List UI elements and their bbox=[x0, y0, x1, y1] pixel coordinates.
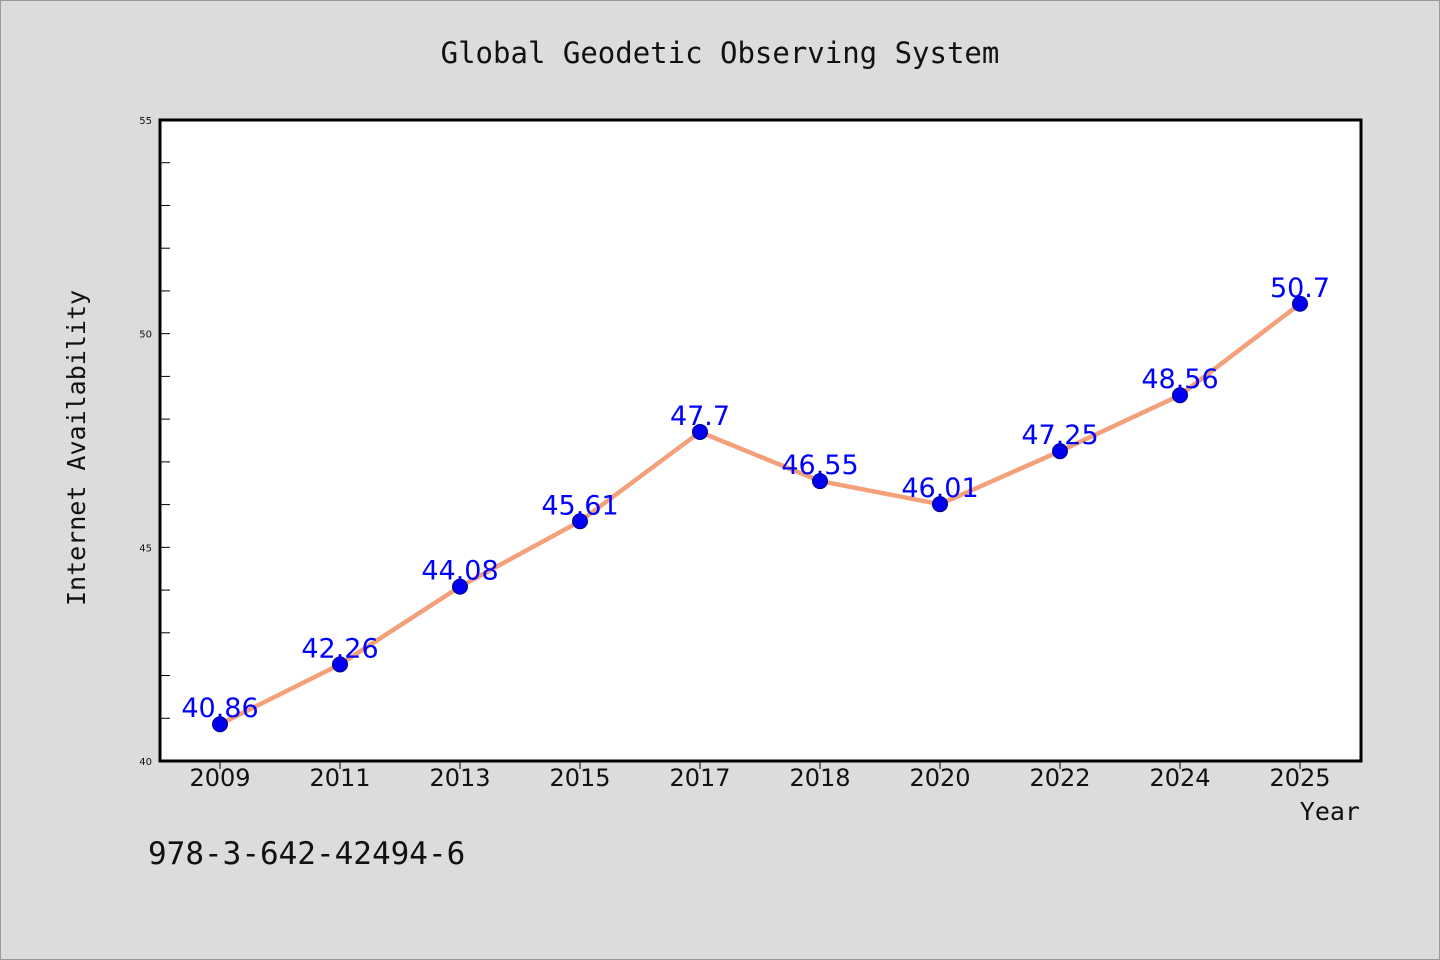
x-tick-label: 2018 bbox=[789, 764, 850, 792]
data-label: 46.55 bbox=[781, 450, 858, 481]
y-axis: 40 45 50 55 bbox=[139, 116, 170, 768]
data-label: 47.7 bbox=[670, 401, 730, 432]
data-label: 48.56 bbox=[1141, 364, 1218, 395]
data-point bbox=[692, 423, 708, 440]
data-labels: 40.86 42.26 44.08 45.61 47.7 46.55 46.01 47.25 4… bbox=[181, 273, 1330, 724]
y-tick-label: 40 bbox=[139, 757, 152, 768]
x-tick-label: 2025 bbox=[1269, 764, 1330, 792]
data-label: 44.08 bbox=[421, 556, 498, 587]
y-tick-label: 55 bbox=[139, 116, 152, 127]
x-axis-label: Year bbox=[1300, 797, 1360, 826]
x-tick-label: 2022 bbox=[1029, 764, 1090, 792]
data-point bbox=[572, 513, 588, 530]
chart-title: Global Geodetic Observing System bbox=[441, 36, 1000, 70]
data-label: 45.61 bbox=[541, 490, 618, 521]
series-line bbox=[217, 301, 1303, 727]
data-label: 50.7 bbox=[1270, 273, 1330, 304]
markers bbox=[212, 295, 1308, 733]
y-tick-label: 50 bbox=[139, 330, 152, 341]
data-point bbox=[1172, 387, 1188, 404]
data-label: 40.86 bbox=[181, 693, 258, 724]
data-point bbox=[1052, 443, 1068, 460]
x-tick-label: 2011 bbox=[309, 764, 370, 792]
data-point bbox=[812, 473, 828, 490]
y-tick-label: 45 bbox=[139, 543, 152, 554]
x-axis: 2009 2011 2013 2015 2017 2018 2020 2022 2024 2025 bbox=[189, 761, 1331, 792]
x-tick-label: 2024 bbox=[1149, 764, 1210, 792]
x-tick-label: 2020 bbox=[909, 764, 970, 792]
series-group: 40.86 42.26 44.08 45.61 47.7 46.55 46.01 47.25 4… bbox=[181, 273, 1330, 733]
data-label: 42.26 bbox=[301, 633, 378, 664]
data-point bbox=[932, 496, 948, 513]
x-tick-label: 2015 bbox=[549, 764, 610, 792]
data-label: 47.25 bbox=[1021, 420, 1098, 451]
y-axis-label: Internet Availability bbox=[62, 290, 91, 606]
plot-area bbox=[158, 118, 1363, 763]
data-point bbox=[1292, 295, 1308, 312]
x-tick-label: 2013 bbox=[429, 764, 490, 792]
x-tick-label: 2009 bbox=[189, 764, 250, 792]
annotation-text: 978-3-642-42494-6 bbox=[148, 836, 465, 872]
data-point bbox=[452, 578, 468, 595]
data-label: 46.01 bbox=[901, 473, 978, 504]
data-point bbox=[332, 656, 348, 673]
data-point bbox=[212, 716, 228, 733]
x-tick-label: 2017 bbox=[669, 764, 730, 792]
